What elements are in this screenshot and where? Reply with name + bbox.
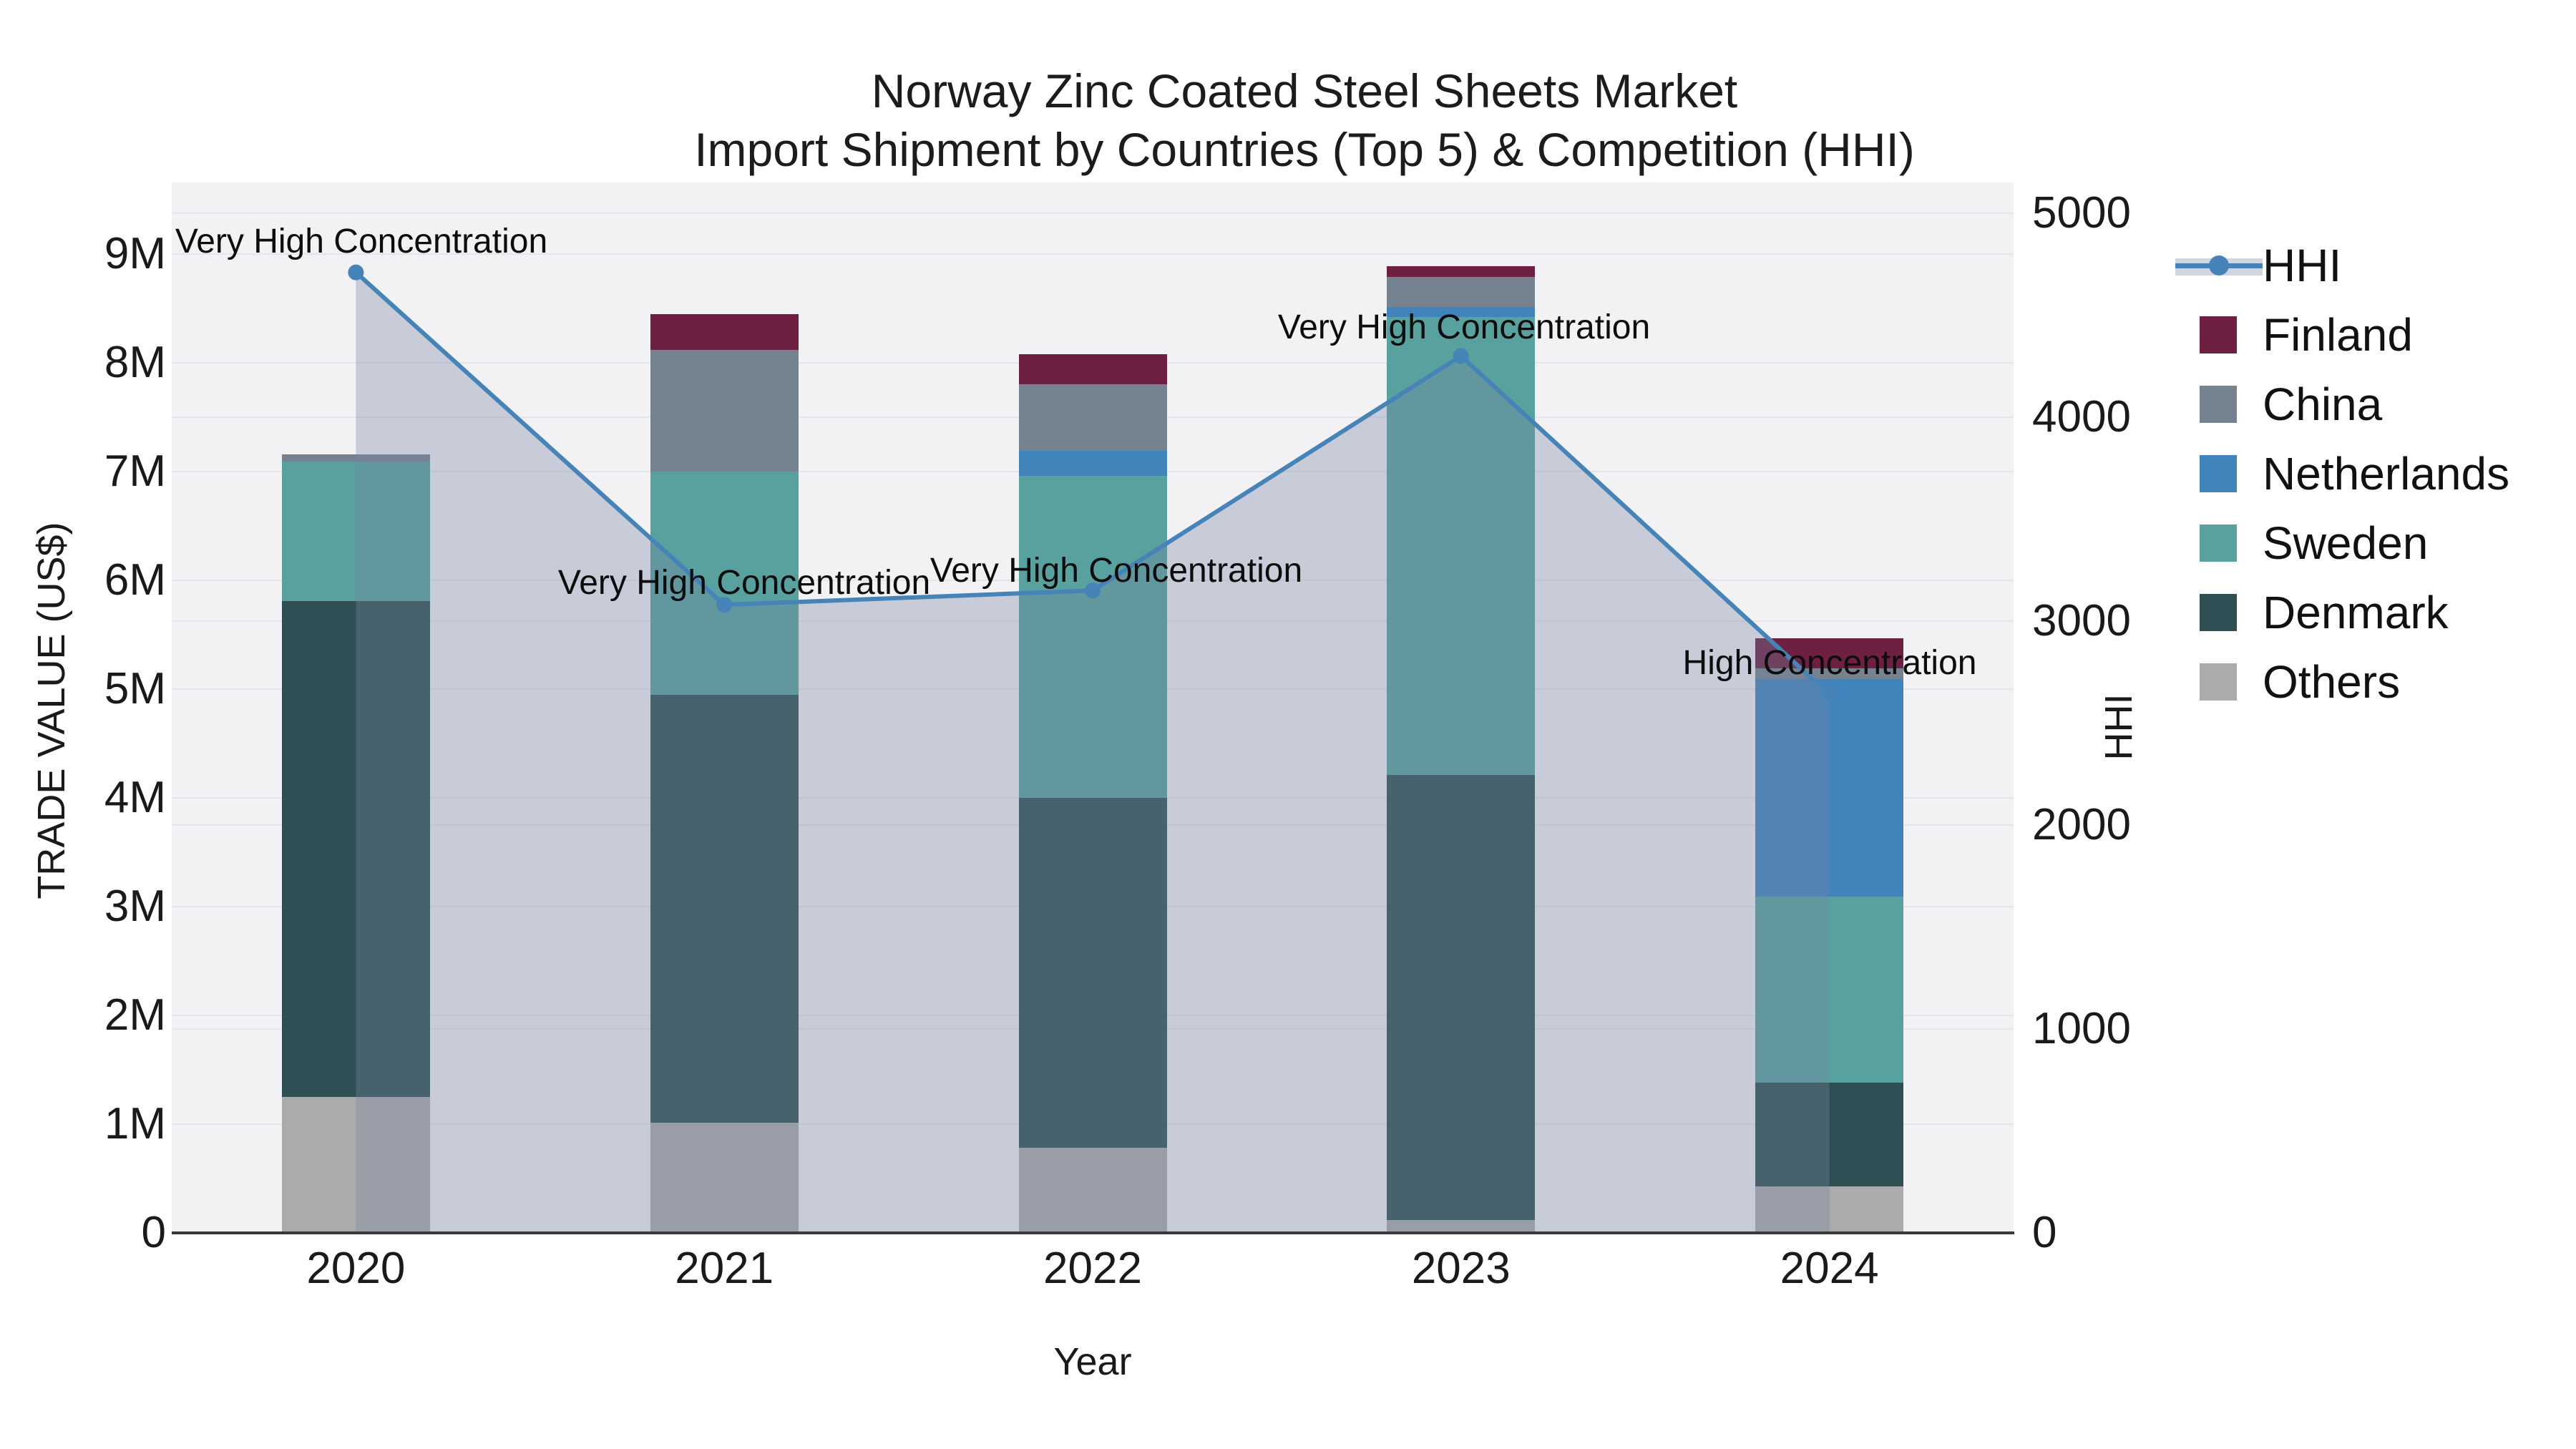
bar-segment-china-2023[interactable]: [1387, 276, 1536, 308]
legend-label-netherlands: Netherlands: [2263, 447, 2510, 499]
gridline-trade-value: [172, 253, 2014, 255]
bar-segment-denmark-2023[interactable]: [1387, 775, 1536, 1220]
plot-area: [172, 182, 2014, 1233]
bar-segment-china-2024[interactable]: [1755, 668, 1904, 680]
bar-segment-finland-2023[interactable]: [1387, 265, 1536, 277]
legend-swatch-others: [2200, 663, 2237, 701]
bar-segment-others-2023[interactable]: [1387, 1219, 1536, 1233]
x-tick-2023: 2023: [1411, 1244, 1511, 1293]
y-right-tick-4000: 4000: [2032, 392, 2131, 441]
bar-segment-sweden-2022[interactable]: [1018, 476, 1167, 798]
y-left-tick-1M: 1M: [104, 1099, 166, 1148]
y-left-tick-7M: 7M: [104, 447, 166, 496]
legend-item-finland[interactable]: Finland: [2175, 300, 2413, 369]
bar-segment-others-2024[interactable]: [1755, 1186, 1904, 1233]
legend-label-others: Others: [2263, 655, 2401, 708]
y-left-tick-0: 0: [141, 1208, 166, 1257]
bar-segment-others-2021[interactable]: [650, 1123, 799, 1233]
bar-segment-china-2021[interactable]: [650, 349, 799, 472]
hhi-overlay: [348, 264, 1838, 1233]
bar-segment-finland-2022[interactable]: [1018, 353, 1167, 385]
legend-swatch-denmark: [2200, 593, 2237, 631]
legend-swatch-china: [2200, 385, 2237, 423]
chart-title: Norway Zinc Coated Steel Sheets Market I…: [0, 62, 2576, 179]
legend-label-denmark: Denmark: [2263, 586, 2449, 638]
x-tick-2021: 2021: [675, 1244, 774, 1293]
y-right-tick-5000: 5000: [2032, 188, 2131, 238]
x-tick-2024: 2024: [1780, 1244, 1879, 1293]
y-left-tick-6M: 6M: [104, 555, 166, 605]
y-left-tick-3M: 3M: [104, 882, 166, 931]
bar-segment-finland-2024[interactable]: [1755, 638, 1904, 669]
legend-item-china[interactable]: China: [2175, 369, 2382, 439]
bar-segment-others-2022[interactable]: [1018, 1148, 1167, 1233]
hhi-legend-dot: [2209, 255, 2229, 275]
gridline-hhi: [172, 213, 2014, 214]
chart-title-line1: Norway Zinc Coated Steel Sheets Market: [871, 64, 1738, 117]
annotation-2022: Very High Concentration: [930, 552, 1303, 590]
bar-segment-denmark-2020[interactable]: [281, 600, 430, 1097]
legend-swatch-sweden: [2200, 524, 2237, 562]
x-tick-2020: 2020: [306, 1244, 406, 1293]
bar-segment-china-2022[interactable]: [1018, 384, 1167, 452]
hhi-marker-2020[interactable]: [348, 264, 364, 280]
legend-label-hhi: HHI: [2263, 239, 2342, 291]
legend-item-netherlands[interactable]: Netherlands: [2175, 439, 2509, 508]
hhi-marker-2024[interactable]: [1821, 686, 1838, 703]
legend-swatch-netherlands: [2200, 454, 2237, 492]
hhi-legend-marker: [2175, 253, 2263, 278]
bar-segment-netherlands-2022[interactable]: [1018, 451, 1167, 477]
bar-segment-china-2020[interactable]: [281, 454, 430, 462]
x-tick-2022: 2022: [1043, 1244, 1142, 1293]
y-right-tick-2000: 2000: [2032, 800, 2131, 849]
y-left-tick-8M: 8M: [104, 338, 166, 387]
x-axis-line: [172, 1231, 2014, 1234]
bar-segment-denmark-2022[interactable]: [1018, 798, 1167, 1148]
legend-item-others[interactable]: Others: [2175, 647, 2400, 716]
bar-segment-netherlands-2023[interactable]: [1387, 307, 1536, 318]
legend-item-denmark[interactable]: Denmark: [2175, 577, 2449, 647]
bar-segment-denmark-2024[interactable]: [1755, 1083, 1904, 1186]
y-left-tick-4M: 4M: [104, 773, 166, 822]
legend-item-hhi[interactable]: HHI: [2175, 230, 2341, 300]
y-right-axis-title: HHI: [2097, 693, 2140, 761]
legend-label-finland: Finland: [2263, 308, 2413, 361]
hhi-marker-2023[interactable]: [1453, 348, 1469, 364]
annotation-2021: Very High Concentration: [557, 564, 931, 602]
chart-title-line2: Import Shipment by Countries (Top 5) & C…: [694, 123, 1915, 176]
bar-segment-others-2020[interactable]: [281, 1097, 430, 1233]
x-axis-title: Year: [1053, 1340, 1132, 1383]
y-right-tick-3000: 3000: [2032, 596, 2131, 645]
hhi-marker-2021[interactable]: [716, 597, 733, 613]
y-left-tick-2M: 2M: [104, 990, 166, 1040]
bar-segment-denmark-2021[interactable]: [650, 694, 799, 1123]
annotation-2023: Very High Concentration: [1277, 308, 1651, 346]
legend-item-sweden[interactable]: Sweden: [2175, 508, 2428, 577]
y-left-tick-9M: 9M: [104, 229, 166, 278]
legend-label-sweden: Sweden: [2263, 517, 2429, 569]
legend-swatch-finland: [2200, 316, 2237, 353]
hhi-marker-2022[interactable]: [1085, 582, 1101, 599]
bar-segment-netherlands-2024[interactable]: [1755, 679, 1904, 897]
bar-segment-finland-2021[interactable]: [650, 313, 799, 350]
bar-segment-sweden-2024[interactable]: [1755, 897, 1904, 1083]
annotation-2024: High Concentration: [1682, 644, 1977, 682]
y-left-tick-5M: 5M: [104, 664, 166, 713]
legend-label-china: China: [2263, 378, 2383, 430]
bar-segment-sweden-2021[interactable]: [650, 472, 799, 695]
bar-segment-sweden-2020[interactable]: [281, 462, 430, 601]
y-right-tick-0: 0: [2032, 1208, 2057, 1257]
hhi-area-fill: [356, 272, 1830, 1233]
annotation-2020: Very High Concentration: [175, 223, 548, 260]
y-right-tick-1000: 1000: [2032, 1004, 2131, 1053]
bar-segment-sweden-2023[interactable]: [1387, 317, 1536, 776]
